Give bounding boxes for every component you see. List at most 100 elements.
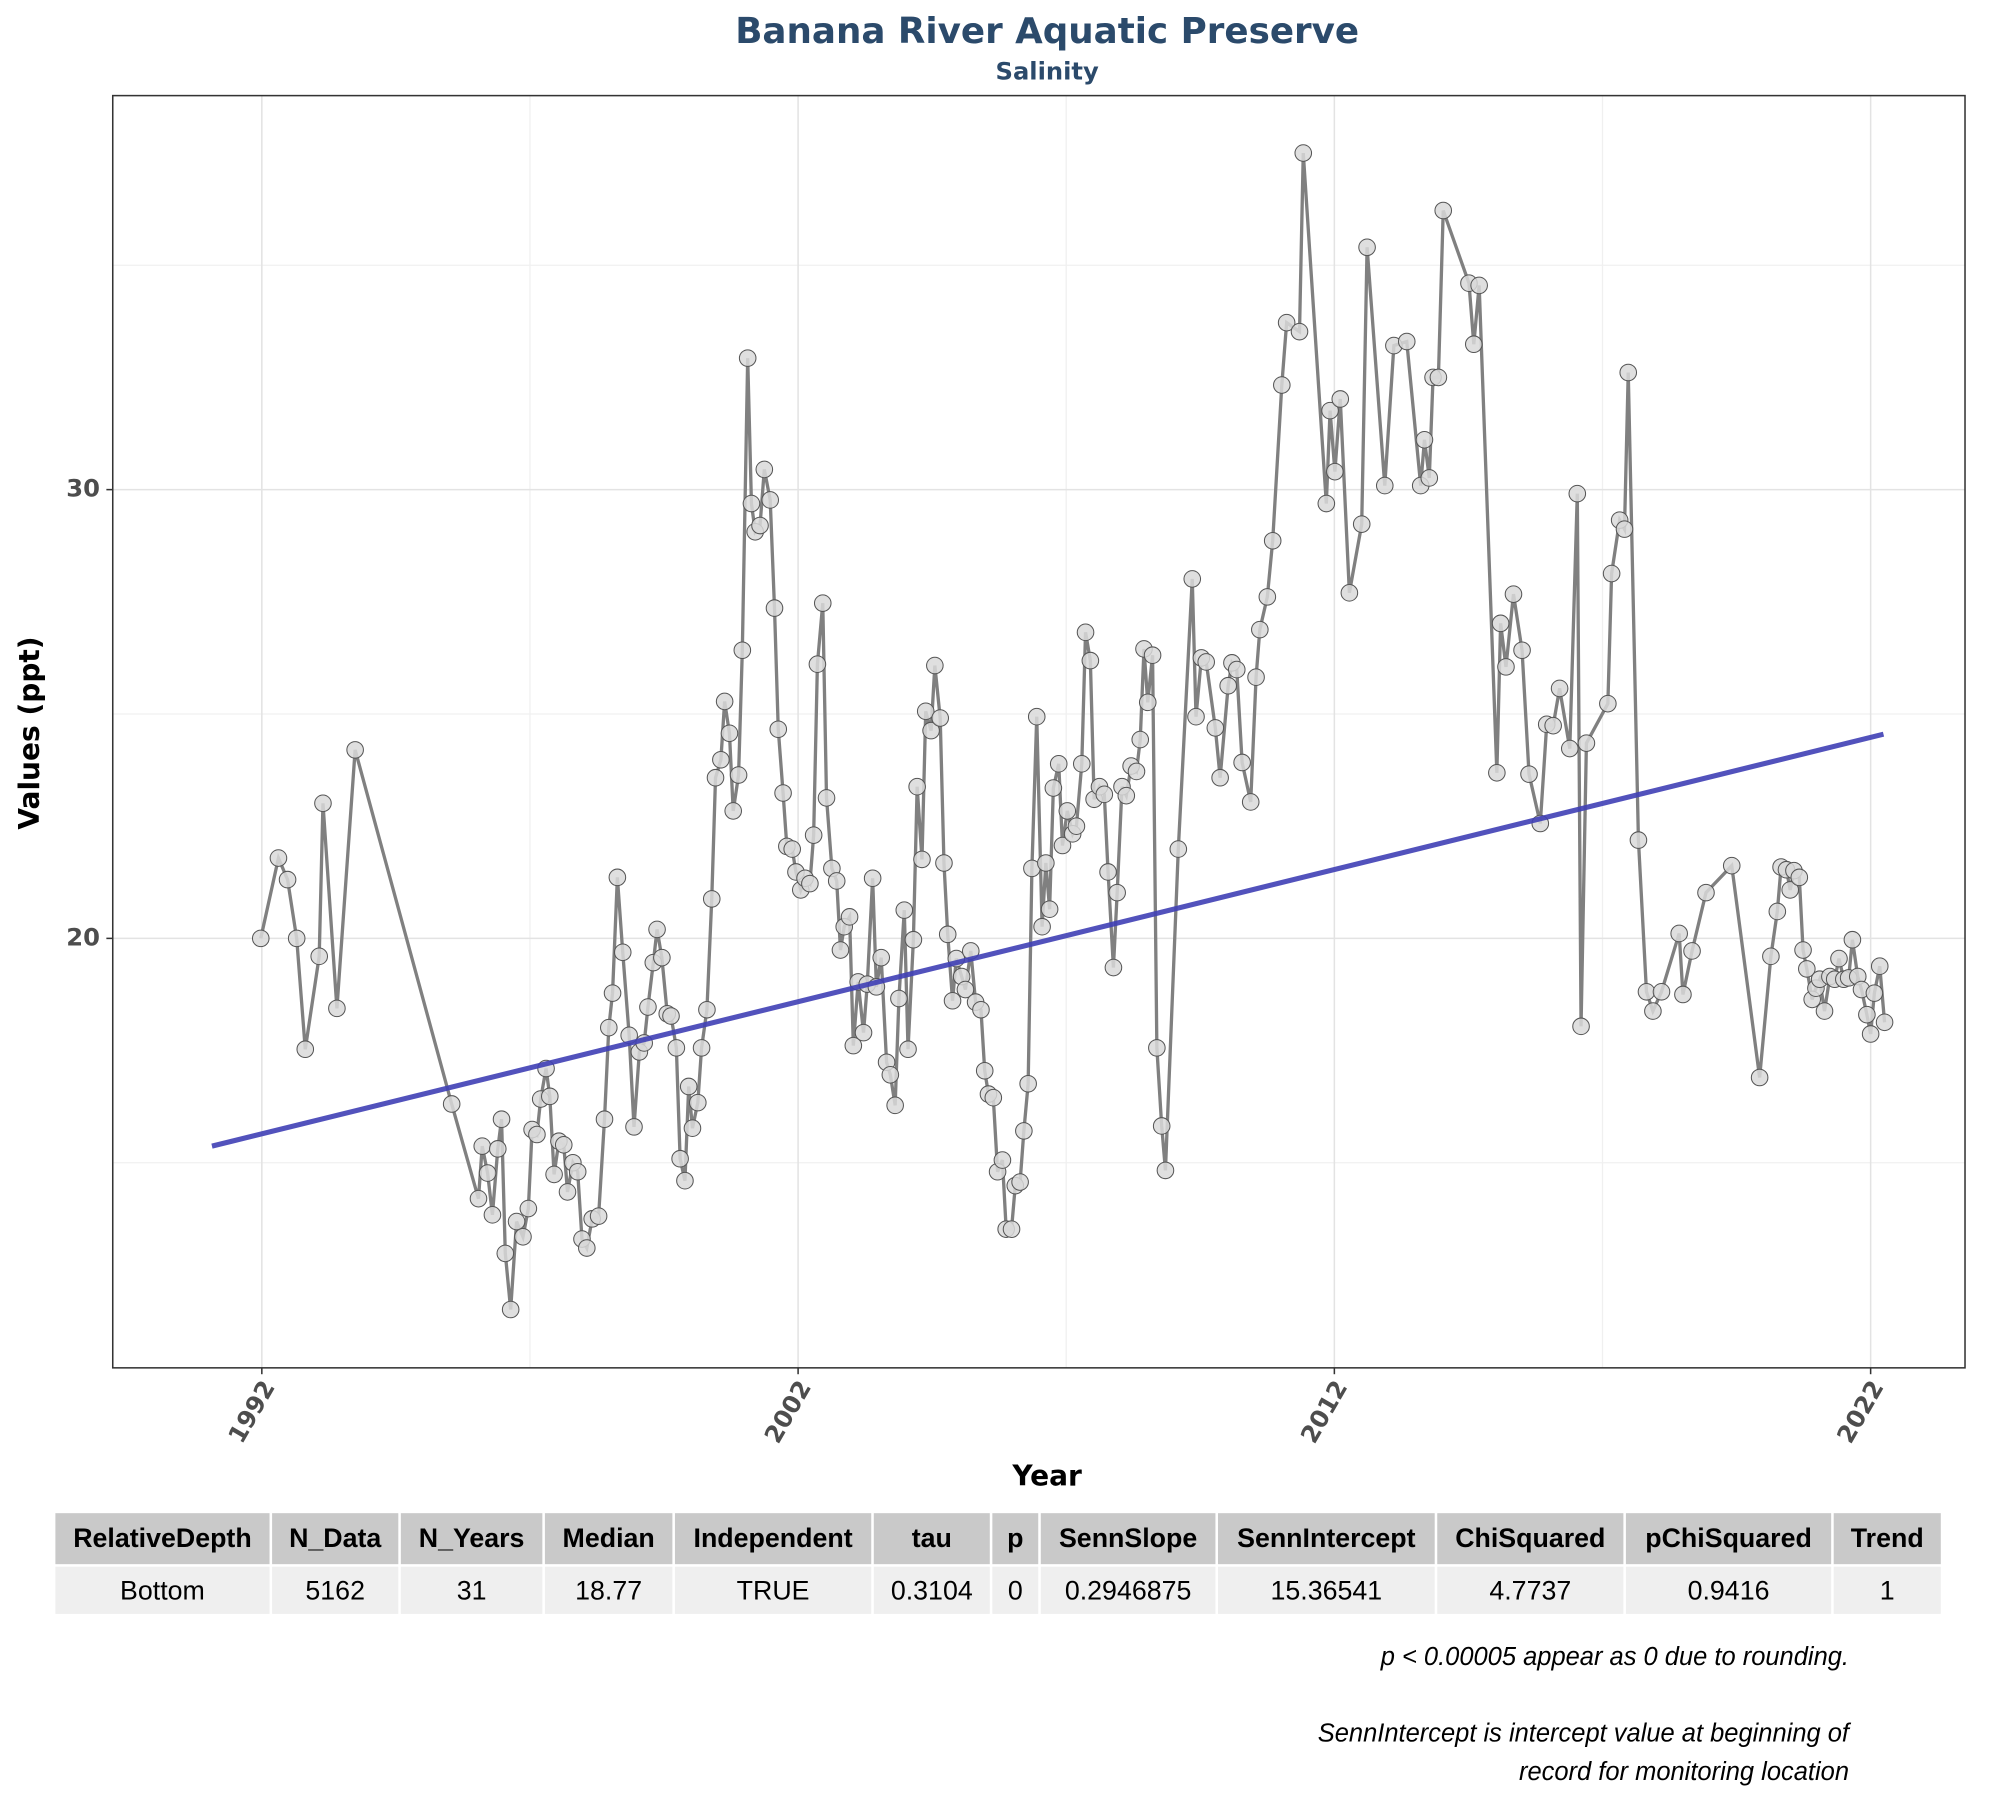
table-value: Bottom <box>120 1575 205 1605</box>
data-point <box>1875 1013 1894 1032</box>
data-point <box>975 1061 994 1080</box>
table-header: tau <box>912 1523 952 1553</box>
table-header: p <box>1007 1523 1023 1553</box>
table-header-cell <box>1040 1513 1216 1565</box>
data-point <box>854 1023 873 1042</box>
data-point <box>1750 1068 1769 1087</box>
data-point <box>827 872 846 890</box>
data-point <box>1843 930 1862 949</box>
data-point <box>595 1110 614 1129</box>
data-point <box>1861 1025 1880 1043</box>
table-cell <box>1217 1566 1435 1614</box>
data-point <box>881 1066 900 1084</box>
data-point <box>608 868 627 887</box>
data-point <box>1491 614 1510 633</box>
data-point <box>1002 1220 1021 1238</box>
data-point <box>1865 984 1884 1002</box>
table-header: SennSlope <box>1059 1523 1197 1553</box>
table-header-cell <box>1625 1513 1832 1565</box>
data-point <box>1037 854 1055 872</box>
data-point <box>908 777 926 796</box>
table-cell <box>55 1566 270 1614</box>
chart-title: Banana River Aquatic Preserve <box>735 11 1359 52</box>
data-point <box>1197 653 1215 671</box>
data-point <box>1258 588 1277 606</box>
table-cell <box>1040 1566 1216 1614</box>
data-point <box>1602 564 1621 583</box>
data-point <box>613 943 632 962</box>
data-point <box>1697 883 1715 902</box>
data-point <box>1768 902 1787 921</box>
data-point <box>706 768 725 787</box>
data-point <box>956 980 975 999</box>
data-point <box>1429 368 1448 387</box>
data-point <box>1127 762 1146 781</box>
data-point <box>720 724 739 743</box>
data-point <box>514 1228 532 1246</box>
data-point <box>1015 1122 1033 1140</box>
data-point <box>653 948 671 967</box>
table-header-cell <box>1833 1513 1941 1565</box>
data-point <box>1241 793 1260 811</box>
plot-border <box>111 94 1966 1369</box>
data-point <box>844 1036 863 1055</box>
table-header: pChiSquared <box>1645 1523 1812 1553</box>
data-point <box>676 1171 694 1190</box>
table-header: RelativeDepth <box>73 1523 252 1553</box>
data-point <box>507 1212 526 1231</box>
table-header: Median <box>563 1523 655 1553</box>
table-value: TRUE <box>737 1575 810 1605</box>
data-point <box>1076 623 1095 642</box>
data-point <box>473 1137 492 1155</box>
data-point <box>1794 941 1812 959</box>
data-point <box>1497 658 1515 676</box>
data-point <box>783 840 801 858</box>
data-point <box>733 641 752 660</box>
data-point <box>1358 238 1376 257</box>
data-point <box>1049 755 1068 773</box>
data-point <box>541 1087 559 1106</box>
data-point <box>287 929 306 948</box>
table-header: ChiSquared <box>1455 1523 1605 1553</box>
data-point <box>1138 693 1157 712</box>
data-point <box>1211 768 1229 787</box>
data-point <box>269 849 288 867</box>
data-point <box>1273 376 1291 394</box>
data-point <box>1870 957 1889 976</box>
data-point <box>1434 201 1453 220</box>
data-point <box>774 784 792 802</box>
data-point <box>1019 1074 1037 1093</box>
table-header-cell <box>1217 1513 1435 1565</box>
data-point <box>1762 947 1780 966</box>
data-point <box>1652 982 1671 1001</box>
table-value: 0.9416 <box>1688 1575 1770 1605</box>
data-point <box>568 1162 587 1181</box>
table-cell <box>400 1566 543 1614</box>
data-point <box>1143 646 1162 665</box>
data-point <box>1544 716 1562 735</box>
table-header-cell <box>272 1513 399 1565</box>
data-point <box>1117 786 1136 805</box>
table-cell <box>544 1566 673 1614</box>
data-point <box>442 1095 461 1113</box>
data-point <box>817 789 836 807</box>
data-point <box>886 1096 904 1115</box>
table-cell <box>1437 1566 1624 1614</box>
table-cell <box>1833 1566 1941 1614</box>
data-point <box>667 1039 686 1057</box>
data-point <box>899 1040 917 1059</box>
data-point <box>1187 707 1205 726</box>
data-point <box>501 1300 520 1319</box>
data-point <box>1277 313 1296 332</box>
data-point <box>863 869 882 888</box>
data-point <box>1615 520 1634 538</box>
table-header-cell <box>1437 1513 1624 1565</box>
data-point <box>895 901 914 919</box>
data-point <box>1781 881 1799 899</box>
data-point <box>715 692 734 711</box>
data-point <box>751 516 769 535</box>
table-header: Independent <box>694 1523 853 1553</box>
data-point <box>639 998 657 1016</box>
data-point <box>1321 401 1339 420</box>
data-point <box>599 1018 618 1037</box>
